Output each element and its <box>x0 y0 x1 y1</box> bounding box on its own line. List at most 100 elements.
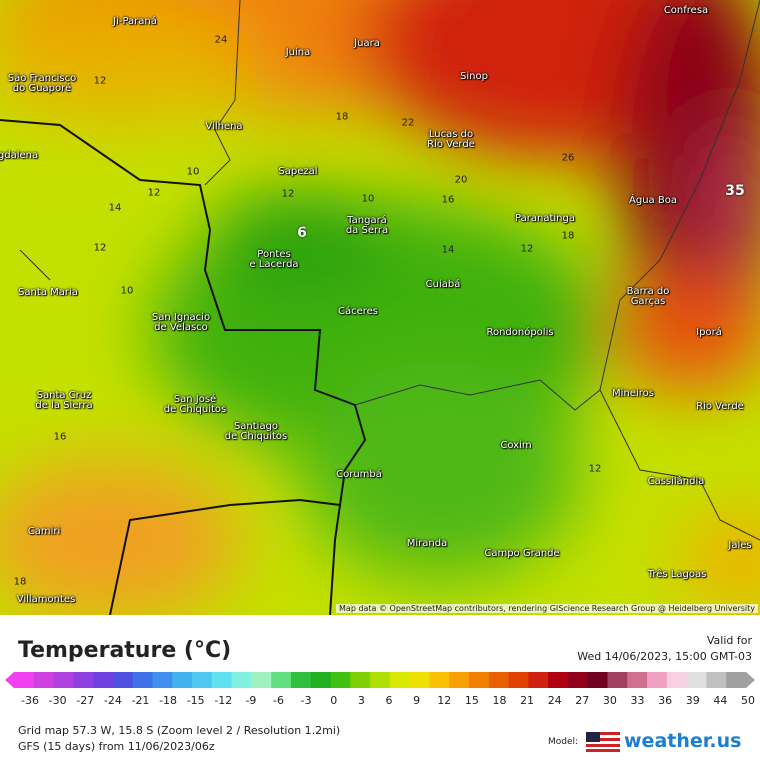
colorbar-segment <box>409 672 430 688</box>
colorbar-segment <box>607 672 628 688</box>
model-label: Model: <box>548 737 579 747</box>
colorbar-segment <box>172 672 193 688</box>
city-label: San Ignacio de Velasco <box>151 312 211 333</box>
colorbar-end <box>5 672 14 688</box>
city-label: Sapezal <box>278 166 318 177</box>
contour-label: 12 <box>520 243 534 255</box>
contour-label: 22 <box>401 117 415 129</box>
colorbar-segment <box>290 672 312 688</box>
colorbar-segment <box>528 672 549 688</box>
city-label: Santiago de Chiquitos <box>224 421 288 442</box>
colorbar-tick-label: 18 <box>492 694 506 707</box>
city-label: gdalena <box>0 150 39 161</box>
colorbar-segment <box>488 672 510 688</box>
city-label: Água Boa <box>629 195 677 206</box>
colorbar-tick-label: -12 <box>214 694 232 707</box>
city-label: São Francisco do Guaporé <box>7 73 77 94</box>
colorbar-segment <box>567 672 589 688</box>
flag <box>586 732 620 752</box>
colorbar-tick-label: 3 <box>358 694 365 707</box>
contour-label: 18 <box>335 111 349 123</box>
colorbar-segment <box>192 672 213 688</box>
colorbar-segment <box>93 672 114 688</box>
colorbar-segment <box>112 672 134 688</box>
city-label: Santa Cruz de la Sierra <box>35 390 93 411</box>
city-label: Mineiros <box>612 388 654 399</box>
city-label: Coxim <box>500 440 532 451</box>
contour-label: 16 <box>53 431 67 443</box>
colorbar-segment <box>152 672 173 688</box>
colorbar-segment <box>508 672 529 688</box>
city-label: Barra do Garças <box>626 286 670 307</box>
colorbar-tick-label: -3 <box>301 694 312 707</box>
city-label: Sinop <box>460 71 488 82</box>
colorbar-tick-label: 33 <box>631 694 645 707</box>
colorbar-tick-label: 12 <box>437 694 451 707</box>
city-label: Confresa <box>663 5 709 16</box>
contour-label: 12 <box>281 188 295 200</box>
colorbar-tick-label: -36 <box>21 694 39 707</box>
valid-label: Valid for <box>706 634 752 647</box>
contour-label: 26 <box>561 152 575 164</box>
colorbar-end <box>746 672 755 688</box>
contour-label: 6 <box>297 225 307 241</box>
colorbar-tick-label: -15 <box>187 694 205 707</box>
colorbar-segment <box>370 672 391 688</box>
grid-info: Grid map 57.3 W, 15.8 S (Zoom level 2 / … <box>18 724 341 737</box>
colorbar-segment <box>647 672 668 688</box>
colorbar-segment <box>251 672 272 688</box>
colorbar-tick-label: -30 <box>49 694 67 707</box>
colorbar-segment <box>310 672 332 688</box>
city-label: Cassilândia <box>647 476 705 487</box>
city-label: Iporá <box>696 327 722 338</box>
colorbar-tick-label: 50 <box>741 694 755 707</box>
contour-label: 12 <box>93 75 107 87</box>
contour-label: 20 <box>454 174 468 186</box>
contour-label: 16 <box>441 194 455 206</box>
city-label: Paranatinga <box>515 213 575 224</box>
city-label: Juína <box>285 47 311 58</box>
colorbar-segment <box>449 672 470 688</box>
colorbar-tick-label: 6 <box>386 694 393 707</box>
colorbar-tick-label: -18 <box>159 694 177 707</box>
colorbar-segment <box>389 672 411 688</box>
contour-label: 14 <box>441 244 455 256</box>
colorbar-tick-label: 30 <box>603 694 617 707</box>
city-label: Corumbá <box>336 469 382 480</box>
colorbar-segment <box>73 672 94 688</box>
city-label: Cuiabá <box>425 279 461 290</box>
colorbar-segment <box>53 672 74 688</box>
contour-label: 35 <box>725 183 745 199</box>
map-layer <box>0 0 760 615</box>
attribution: Map data © OpenStreetMap contributors, r… <box>336 604 758 613</box>
colorbar-tick-label: 39 <box>686 694 700 707</box>
contour-label: 18 <box>13 576 27 588</box>
colorbar-segment <box>33 672 55 688</box>
colorbar-segment <box>706 672 727 688</box>
city-label: Rondonópolis <box>486 327 554 338</box>
valid-time: Wed 14/06/2023, 15:00 GMT-03 <box>577 650 752 663</box>
colorbar-segment <box>14 672 35 688</box>
contour-label: 10 <box>361 193 375 205</box>
colorbar-tick-label: -21 <box>131 694 149 707</box>
colorbar-tick-label: 24 <box>548 694 562 707</box>
city-label: Juara <box>354 38 380 49</box>
city-label: Lucas do Rio Verde <box>427 129 475 150</box>
colorbar-segment <box>211 672 233 688</box>
city-label: Miranda <box>406 538 448 549</box>
colorbar-segment <box>231 672 252 688</box>
contour-label: 18 <box>561 230 575 242</box>
map: Ji-Paraná Confresa Juína Juara São Francisco… <box>0 0 760 615</box>
colorbar-segment <box>587 672 609 688</box>
colorbar-segment <box>469 672 490 688</box>
legend-title: Temperature (°C) <box>18 638 232 663</box>
colorbar-segment <box>350 672 371 688</box>
colorbar-tick-label: 0 <box>330 694 337 707</box>
colorbar-tick-label: -9 <box>245 694 256 707</box>
colorbar-tick-label: 44 <box>713 694 727 707</box>
city-label: Jales <box>728 540 752 551</box>
colorbar-tick-label: 15 <box>465 694 479 707</box>
colorbar-segment <box>627 672 648 688</box>
contour-label: 12 <box>588 463 602 475</box>
